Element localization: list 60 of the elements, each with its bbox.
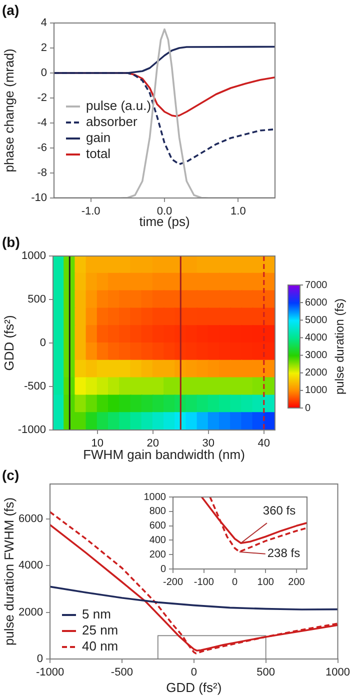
x-tick-label: 1000 xyxy=(326,666,350,679)
y-tick-label: 4 xyxy=(40,17,47,30)
y-tick-label: 600 xyxy=(149,520,166,532)
y-tick-label: -10 xyxy=(31,192,47,204)
y-tick-label: -2 xyxy=(37,92,47,104)
x-tick-label: 40 xyxy=(258,438,270,450)
chart-title: (a) xyxy=(2,2,20,18)
legend-label: pulse (a.u.) xyxy=(86,98,152,114)
x-tick-label: -500 xyxy=(110,666,133,679)
x-tick-label: 0 xyxy=(190,666,197,679)
y-tick-label: -6 xyxy=(37,142,47,154)
legend-label: 25 nm xyxy=(82,622,118,638)
legend-label: gain xyxy=(86,130,111,146)
chart-title: (b) xyxy=(2,234,20,250)
x-tick-label: -200 xyxy=(162,576,184,588)
y-tick-label: -8 xyxy=(37,167,47,180)
y-tick-label: 0 xyxy=(160,564,166,575)
x-tick-label: -1.0 xyxy=(81,206,100,218)
x-tick-label: 200 xyxy=(288,576,306,588)
y-tick-label: 1000 xyxy=(22,250,46,262)
y-tick-label: -500 xyxy=(24,380,46,393)
y-tick-label: -1000 xyxy=(18,424,46,436)
x-tick-label: 0 xyxy=(232,576,238,588)
color-bar-label: 7000 xyxy=(305,280,328,291)
y-tick-label: 2 xyxy=(40,42,47,54)
y-tick-label: -4 xyxy=(37,117,47,130)
x-tick-label: -100 xyxy=(194,576,214,588)
y-axis-title: phase change (mrad) xyxy=(1,48,16,172)
y-tick-label: 200 xyxy=(149,549,166,560)
annotation: 360 fs xyxy=(262,503,296,518)
color-bar-label: 5000 xyxy=(305,314,328,326)
legend-label: 40 nm xyxy=(82,638,118,654)
legend-label: 5 nm xyxy=(82,606,111,622)
color-bar-label: 0 xyxy=(305,402,311,414)
y-tick-label: 0 xyxy=(36,653,43,666)
annotation: 238 fs xyxy=(267,546,300,560)
color-bar-label: 6000 xyxy=(305,297,328,308)
x-tick-label: 1.0 xyxy=(230,206,246,218)
y-tick-label: 500 xyxy=(28,294,46,306)
y-tick-label: 4000 xyxy=(18,560,43,572)
y-tick-label: 1000 xyxy=(144,492,166,503)
legend-label: absorber xyxy=(86,114,138,130)
y-tick-label: 0 xyxy=(40,337,46,350)
y-axis-title: pulse duration FWHM (fs) xyxy=(1,497,16,646)
legend-label: total xyxy=(86,146,111,162)
color-bar-label: 3000 xyxy=(305,350,328,362)
color-bar-label: 4000 xyxy=(305,332,328,344)
color-bar-title: pulse duration (fs) xyxy=(332,298,346,395)
y-tick-label: 2000 xyxy=(18,606,43,618)
x-tick-label: 500 xyxy=(256,666,276,679)
chart-title: (c) xyxy=(2,466,20,483)
y-tick-label: 400 xyxy=(149,534,166,546)
color-bar-label: 1000 xyxy=(305,385,328,396)
y-tick-label: 6000 xyxy=(18,513,43,526)
x-axis-title: GDD (fs²) xyxy=(166,680,222,695)
y-axis-title: GDD (fs²) xyxy=(1,315,16,371)
y-tick-label: 0 xyxy=(40,67,47,80)
x-tick-label: 100 xyxy=(257,576,274,588)
y-tick-label: 800 xyxy=(149,506,166,518)
color-bar-label: 2000 xyxy=(305,368,328,379)
